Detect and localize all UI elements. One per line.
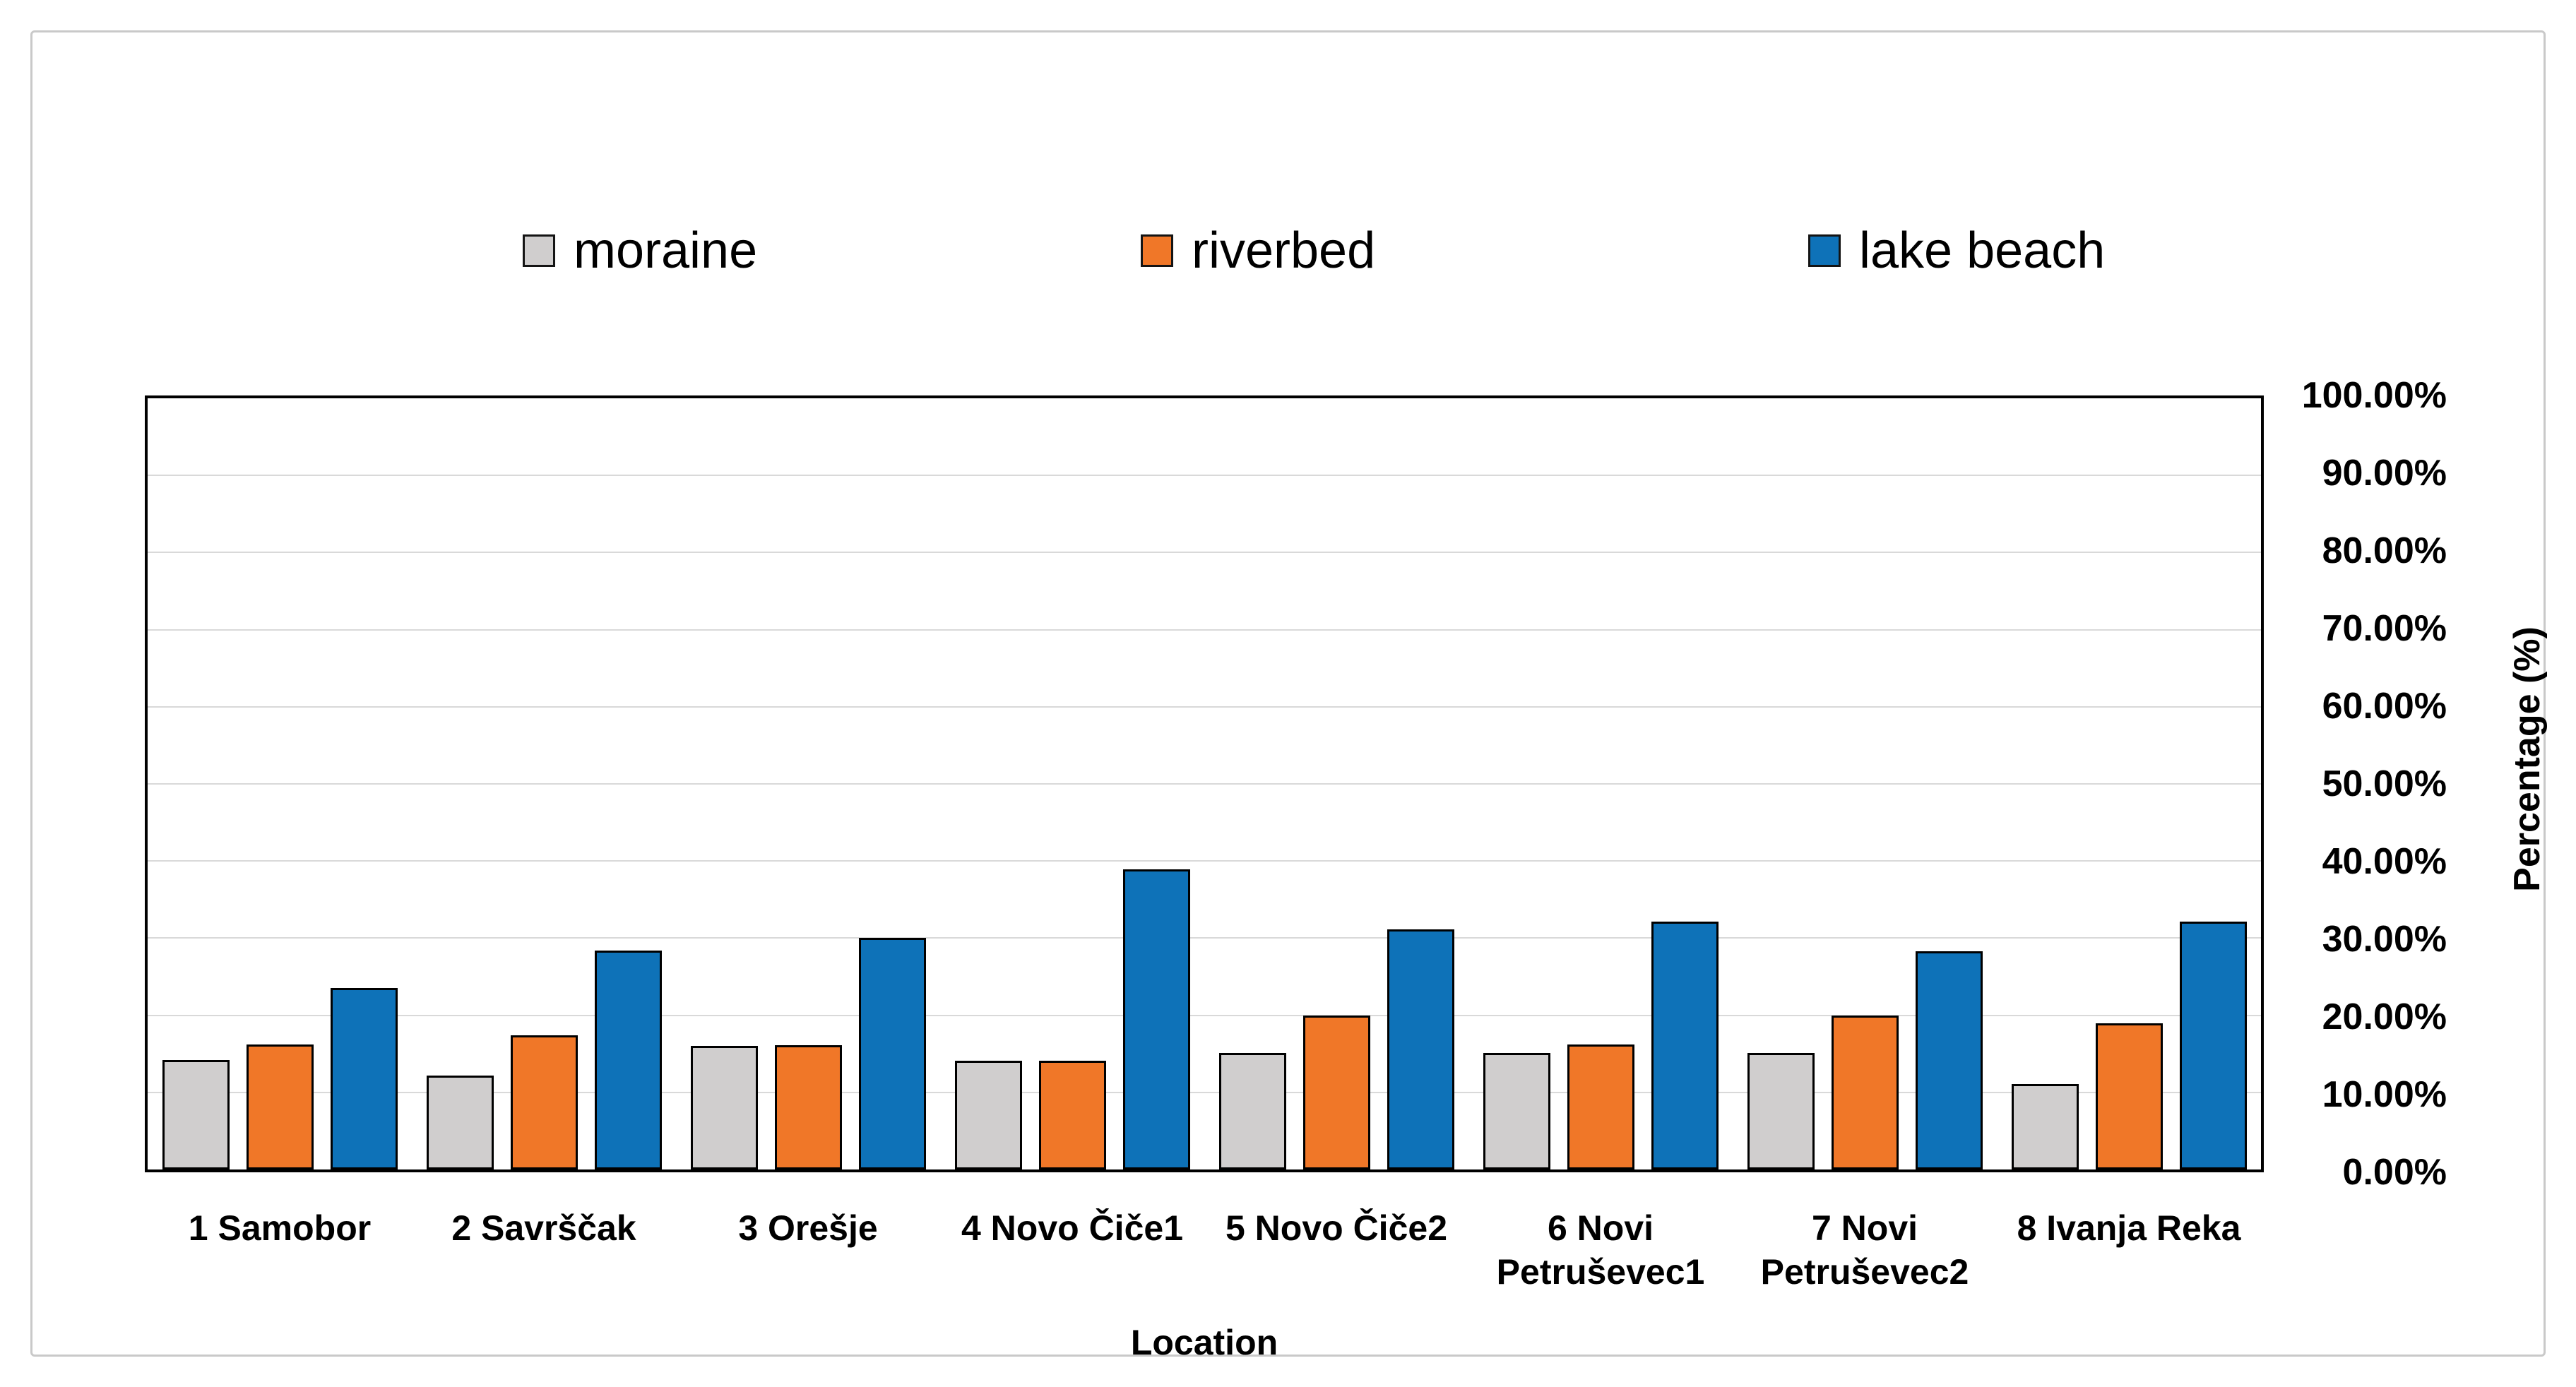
bar-moraine [2011,1084,2079,1169]
x-axis-title: Location [1130,1323,1278,1362]
legend-label: lake beach [1859,222,2106,279]
bar-group [1204,398,1468,1169]
bar-lake-beach [2179,922,2247,1169]
riverbed-swatch-icon [1141,234,1173,267]
moraine-swatch-icon [523,234,555,267]
bar-riverbed [1038,1061,1106,1169]
gridline [148,629,2261,631]
x-tick-label: 6 Novi Petruševec1 [1496,1208,1705,1292]
bar-riverbed [510,1035,578,1169]
legend-item-riverbed: riverbed [1141,222,1376,279]
gridline [148,783,2261,785]
y-tick-label: 40.00% [2322,841,2447,882]
y-axis-title: Percentage (%) [2507,626,2548,892]
gridline [148,860,2261,862]
bar-riverbed [1831,1016,1899,1169]
y-tick-label: 30.00% [2322,919,2447,960]
y-tick-label: 80.00% [2322,530,2447,571]
legend-label: riverbed [1192,222,1376,279]
y-tick-label: 10.00% [2322,1074,2447,1115]
gridline [148,937,2261,939]
bar-lake-beach [1122,869,1190,1169]
bar-group [148,398,412,1169]
bar-moraine [162,1060,230,1169]
bar-lake-beach [594,951,662,1169]
bar-group [1733,398,1997,1169]
y-tick-label: 70.00% [2322,608,2447,649]
x-tick-label: 2 Savrščak [451,1208,636,1248]
bar-riverbed [774,1045,842,1169]
y-tick-label: 20.00% [2322,996,2447,1037]
x-tick-label: 5 Novo Čiče2 [1225,1208,1447,1248]
x-tick-label: 1 Samobor [188,1208,372,1248]
y-tick-label: 90.00% [2322,453,2447,494]
bar-riverbed [246,1044,314,1169]
legend-item-moraine: moraine [523,222,758,279]
bar-riverbed [1567,1044,1634,1169]
bar-lake-beach [1915,951,1983,1169]
legend-item-lake-beach: lake beach [1808,222,2106,279]
bar-moraine [1483,1053,1550,1169]
x-tick-label: 3 Orešje [738,1208,878,1248]
bar-group [1997,398,2261,1169]
bar-lake-beach [1387,929,1454,1169]
gridline [148,552,2261,553]
bar-moraine [690,1046,758,1169]
bar-riverbed [1302,1016,1370,1169]
y-tick-label: 50.00% [2322,763,2447,804]
bar-moraine [426,1076,494,1169]
legend-label: moraine [574,222,758,279]
y-tick-label: 0.00% [2342,1152,2447,1193]
gridline [148,706,2261,708]
bar-group [676,398,940,1169]
gridline [148,1092,2261,1093]
x-tick-label: 4 Novo Čiče1 [961,1208,1183,1248]
x-tick-label: 7 Novi Petruševec2 [1760,1208,1969,1292]
bar-moraine [954,1061,1022,1169]
bar-moraine [1747,1053,1815,1169]
bar-group [1468,398,1733,1169]
bar-group [940,398,1204,1169]
bar-group [412,398,676,1169]
bar-moraine [1218,1053,1286,1169]
x-tick-label: 8 Ivanja Reka [2017,1208,2241,1248]
gridline [148,1015,2261,1016]
bar-lake-beach [330,988,398,1169]
lake-beach-swatch-icon [1808,234,1841,267]
bar-lake-beach [858,938,926,1169]
bar-lake-beach [1651,922,1719,1169]
plot-area [145,395,2264,1172]
y-tick-label: 60.00% [2322,686,2447,727]
y-tick-label: 100.00% [2301,375,2447,416]
bar-riverbed [2095,1023,2163,1169]
gridline [148,475,2261,476]
